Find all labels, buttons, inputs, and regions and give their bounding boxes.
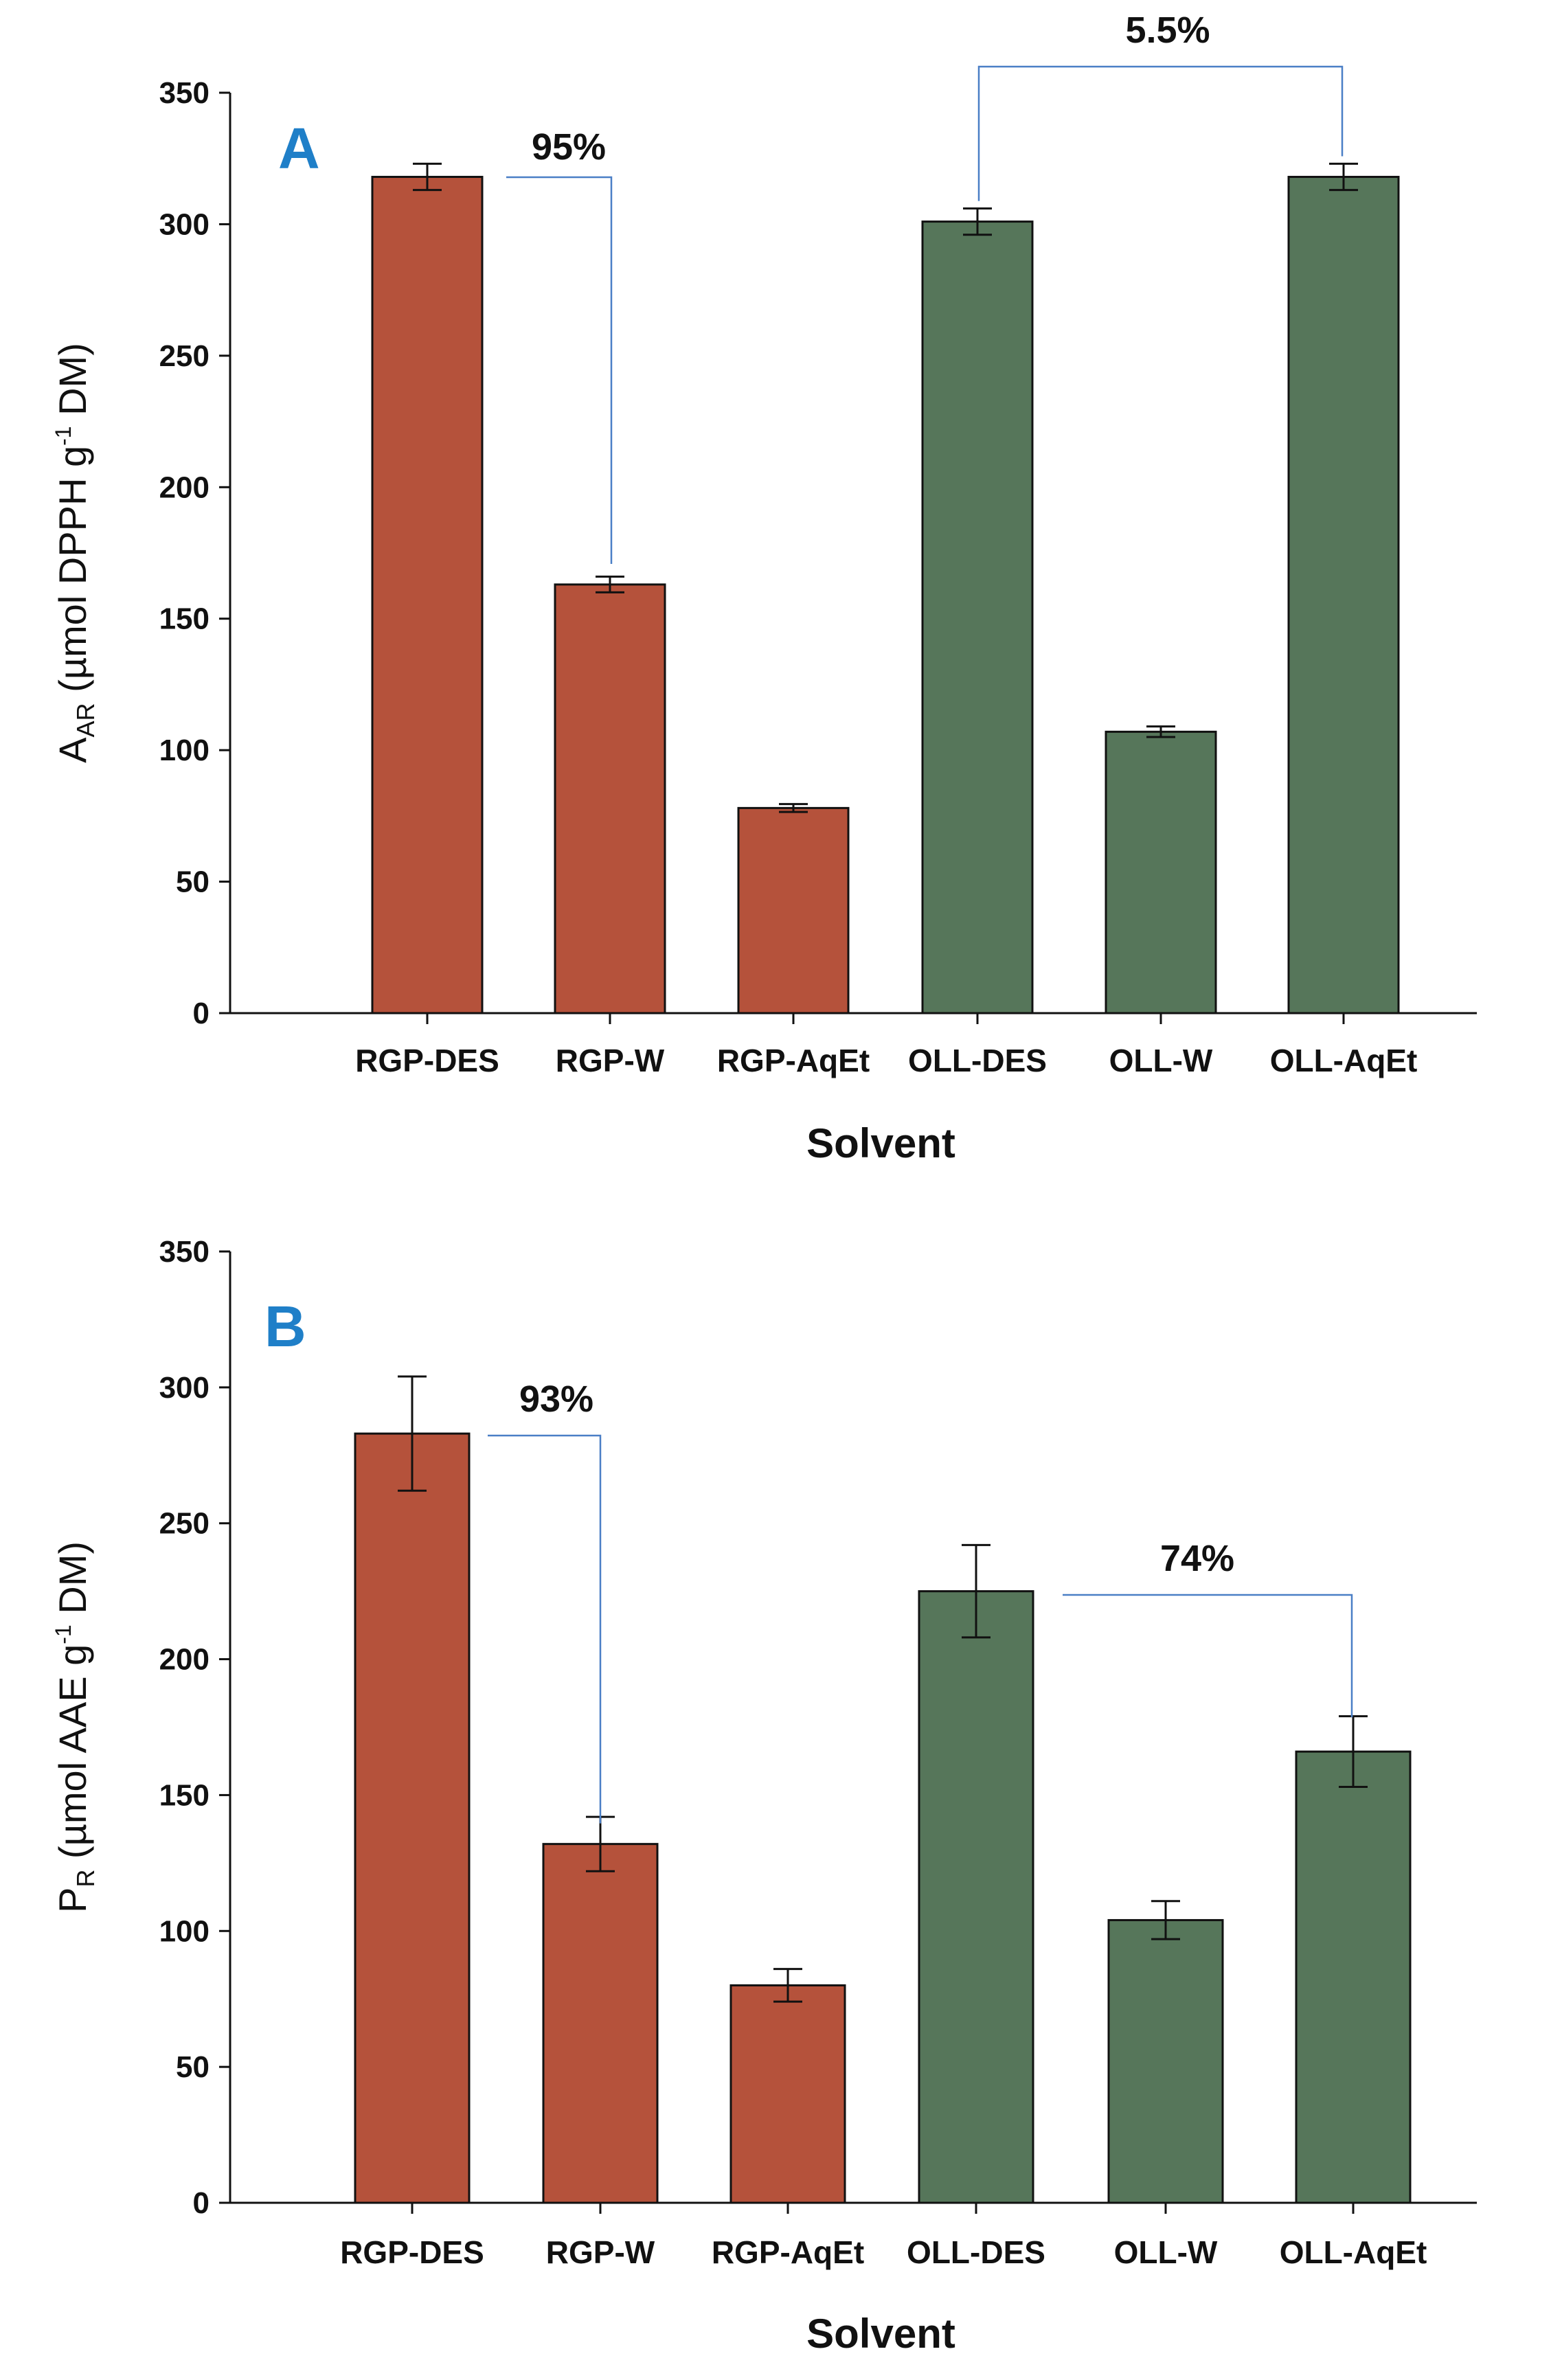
error-bar-rgp-des	[398, 1375, 427, 1492]
error-bar-oll-des	[962, 1543, 991, 1639]
x-tick-label: OLL-DES	[907, 2234, 1045, 2270]
panel-label: A	[278, 116, 320, 181]
error-bar-oll-w	[1151, 1900, 1180, 1940]
error-bar-oll-des	[963, 207, 992, 236]
x-tick-label: OLL-DES	[908, 1043, 1047, 1078]
error-bar-oll-w	[1146, 725, 1175, 738]
error-bar-oll-aqet	[1329, 162, 1358, 192]
y-tick-label: 50	[176, 2050, 210, 2084]
error-bar-rgp-des	[413, 162, 442, 192]
y-tick-label: 0	[193, 2186, 210, 2220]
annotation-label: 74%	[1160, 1538, 1234, 1579]
error-bar-rgp-aqet	[773, 1968, 802, 2003]
chart-panel-a: 0 50 100 150 200 250 300 350 RGP-DES RGP-W RGP-AqE…	[51, 10, 1477, 1166]
bar-rgp-des	[371, 176, 484, 1015]
bar-oll-des	[918, 1590, 1034, 2204]
y-tick-label: 100	[159, 734, 210, 767]
annotation-label: 93%	[519, 1379, 593, 1420]
bar-oll-w	[1107, 1918, 1224, 2204]
annotation-label: 95%	[532, 126, 606, 168]
y-axis-label: AAR (µmol DPPH g-1 DM)	[51, 343, 100, 763]
y-tick-label: 100	[159, 1914, 210, 1948]
y-tick-label: 350	[159, 76, 210, 110]
bar-rgp-w	[542, 1843, 659, 2204]
error-bar-oll-aqet	[1339, 1715, 1368, 1789]
x-tick-label: RGP-W	[546, 2234, 655, 2270]
y-tick-label: 50	[176, 865, 210, 899]
y-tick-label: 300	[159, 207, 210, 241]
bar-rgp-w	[554, 583, 666, 1015]
x-tick-label: OLL-AqEt	[1270, 1043, 1418, 1078]
x-axis-label: Solvent	[806, 1120, 955, 1166]
y-tick-label: 250	[159, 339, 210, 373]
bar-oll-aqet	[1295, 1750, 1412, 2204]
y-tick-label: 350	[159, 1235, 210, 1269]
annotation-label: 5.5%	[1125, 10, 1210, 51]
x-tick-label: OLL-W	[1109, 1043, 1213, 1078]
y-tick-label: 300	[159, 1371, 210, 1405]
bar-oll-aqet	[1287, 176, 1400, 1015]
chart-panel-b: 0 50 100 150 200 250 300 350 RGP-DES RGP-W RGP-AqE…	[51, 1235, 1477, 2357]
y-tick-label: 200	[159, 1643, 210, 1677]
x-tick-label: RGP-DES	[340, 2234, 484, 2270]
bar-oll-w	[1105, 730, 1217, 1015]
bar-rgp-des	[354, 1432, 471, 2204]
y-tick-label: 150	[159, 1778, 210, 1812]
annotation-bracket: 95%	[506, 126, 613, 564]
x-tick-label: OLL-W	[1114, 2234, 1218, 2270]
x-tick-label: OLL-AqEt	[1280, 2234, 1427, 2270]
y-tick-label: 200	[159, 471, 210, 504]
error-bar-rgp-w	[596, 575, 624, 593]
bar-rgp-aqet	[737, 806, 850, 1015]
y-tick-label: 250	[159, 1507, 210, 1541]
bar-rgp-aqet	[729, 1984, 846, 2204]
annotation-bracket: 74%	[1063, 1538, 1353, 1718]
y-tick-label: 150	[159, 602, 210, 636]
x-tick-label: RGP-AqEt	[712, 2234, 864, 2270]
x-tick-label: RGP-AqEt	[717, 1043, 870, 1078]
y-axis-label: PR (µmol AAE g-1 DM)	[51, 1541, 100, 1913]
panel-label: B	[264, 1294, 306, 1359]
y-tick-label: 0	[193, 997, 210, 1030]
annotation-bracket: 93%	[488, 1379, 602, 1824]
annotation-bracket: 5.5%	[977, 10, 1344, 201]
bar-oll-des	[921, 220, 1034, 1015]
error-bar-rgp-aqet	[779, 803, 808, 813]
x-tick-label: RGP-DES	[355, 1043, 499, 1078]
x-axis-label: Solvent	[806, 2311, 955, 2357]
x-tick-label: RGP-W	[556, 1043, 665, 1078]
